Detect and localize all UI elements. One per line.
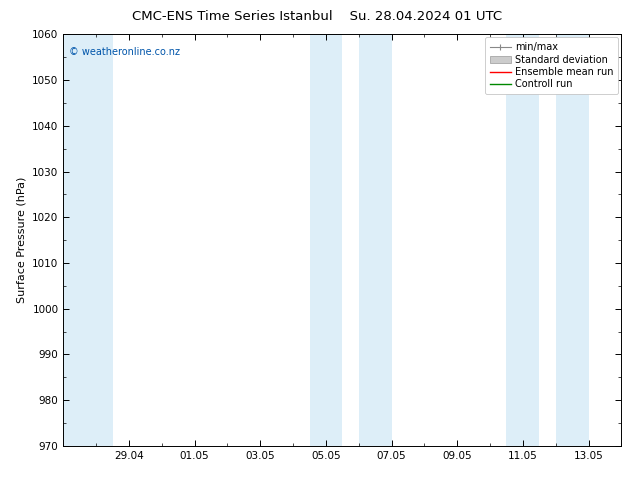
Text: CMC-ENS Time Series Istanbul    Su. 28.04.2024 01 UTC: CMC-ENS Time Series Istanbul Su. 28.04.2…	[132, 10, 502, 23]
Bar	[507, 34, 540, 446]
Bar	[309, 34, 342, 446]
Bar	[359, 34, 392, 446]
Bar	[555, 34, 588, 446]
Text: © weatheronline.co.nz: © weatheronline.co.nz	[69, 47, 180, 57]
Bar	[63, 34, 113, 446]
Legend: min/max, Standard deviation, Ensemble mean run, Controll run: min/max, Standard deviation, Ensemble me…	[485, 37, 618, 94]
Y-axis label: Surface Pressure (hPa): Surface Pressure (hPa)	[16, 177, 27, 303]
